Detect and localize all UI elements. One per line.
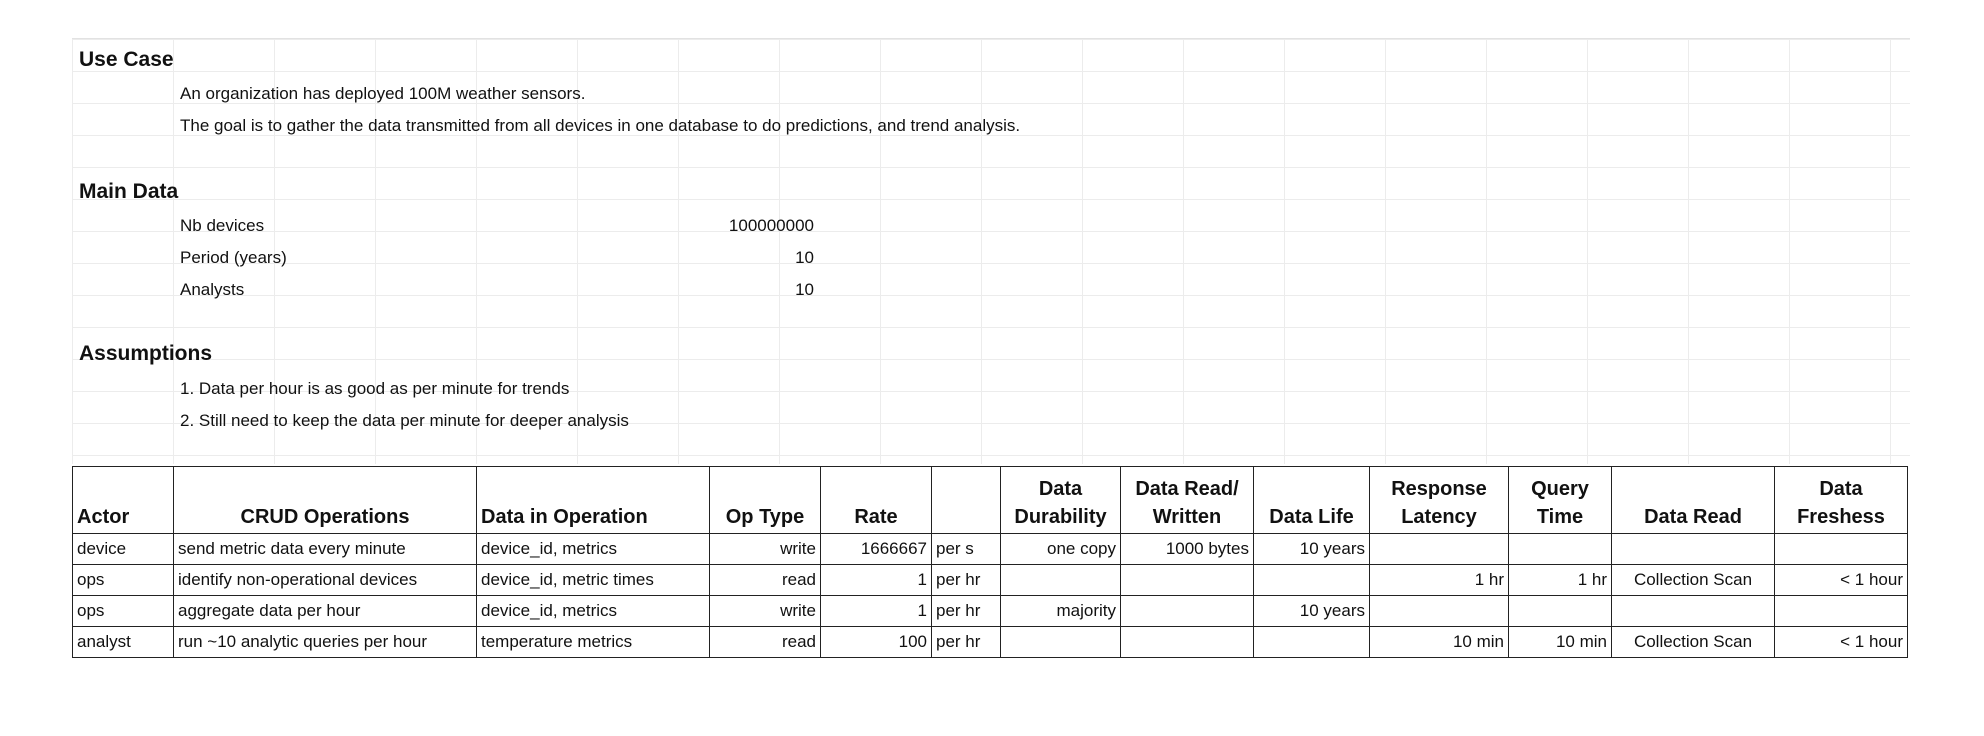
cell-data: device_id, metric times: [476, 564, 710, 596]
cell-op-type: read: [709, 626, 821, 658]
cell-read-written: [1120, 564, 1254, 596]
cell-query-time: 10 min: [1508, 626, 1612, 658]
header-read-written-2: Written: [1152, 506, 1222, 528]
use-case-line-1: An organization has deployed 100M weathe…: [180, 84, 586, 103]
cell-data-read: Collection Scan: [1611, 626, 1775, 658]
cell-rate: 1: [820, 595, 932, 627]
header-actor: Actor: [72, 466, 174, 534]
assumption-line-1: 1. Data per hour is as good as per minut…: [180, 379, 570, 398]
main-data-value-analysts: 10: [795, 280, 814, 299]
header-query-time-2: Time: [1536, 506, 1584, 528]
use-case-title: Use Case: [79, 48, 174, 71]
use-case-line-2: The goal is to gather the data transmitt…: [180, 116, 1021, 135]
cell-op-type: read: [709, 564, 821, 596]
cell-actor: analyst: [72, 626, 174, 658]
table-header-row: Actor CRUD Operations Data in Operation …: [72, 466, 1908, 534]
header-query-time-1: Query: [1531, 478, 1589, 500]
main-data-value-devices: 100000000: [728, 216, 814, 235]
cell-read-written: 1000 bytes: [1120, 533, 1254, 565]
cell-latency: [1369, 595, 1509, 627]
header-crud: CRUD Operations: [173, 466, 477, 534]
cell-durability: [1000, 626, 1121, 658]
cell-data-read: [1611, 533, 1775, 565]
cell-rate: 1: [820, 564, 932, 596]
cell-data: device_id, metrics: [476, 595, 710, 627]
header-freshness: Data Freshess: [1774, 466, 1908, 534]
header-durability: Data Durability: [1000, 466, 1121, 534]
cell-read-written: [1120, 626, 1254, 658]
main-data-value-period: 10: [795, 248, 814, 267]
cell-durability: [1000, 564, 1121, 596]
cell-data: device_id, metrics: [476, 533, 710, 565]
sheet-gridlines: [72, 38, 1910, 464]
cell-freshness: < 1 hour: [1774, 626, 1908, 658]
crud-operations-table: Actor CRUD Operations Data in Operation …: [72, 466, 1908, 658]
cell-data-life: [1253, 626, 1370, 658]
cell-query-time: 1 hr: [1508, 564, 1612, 596]
header-data-life: Data Life: [1253, 466, 1370, 534]
assumptions-title: Assumptions: [79, 342, 213, 365]
cell-latency: [1369, 533, 1509, 565]
cell-durability: majority: [1000, 595, 1121, 627]
cell-rate-unit: per hr: [931, 564, 1001, 596]
cell-query-time: [1508, 533, 1612, 565]
assumption-line-2: 2. Still need to keep the data per minut…: [180, 411, 629, 430]
header-op-type: Op Type: [709, 466, 821, 534]
table-row: device send metric data every minute dev…: [72, 533, 1908, 565]
cell-actor: ops: [72, 564, 174, 596]
header-durability-1: Data: [1038, 478, 1083, 500]
cell-rate: 1666667: [820, 533, 932, 565]
cell-data: temperature metrics: [476, 626, 710, 658]
cell-data-life: [1253, 564, 1370, 596]
header-query-time: Query Time: [1508, 466, 1612, 534]
header-freshness-2: Freshess: [1797, 506, 1885, 528]
main-data-label-devices: Nb devices: [180, 216, 265, 235]
header-rate: Rate: [820, 466, 932, 534]
header-rate-unit: [931, 466, 1001, 534]
header-freshness-1: Data: [1819, 478, 1863, 500]
table-row: ops identify non-operational devices dev…: [72, 564, 1908, 596]
header-latency: Response Latency: [1369, 466, 1509, 534]
main-data-label-analysts: Analysts: [180, 280, 245, 299]
cell-freshness: [1774, 533, 1908, 565]
cell-latency: 1 hr: [1369, 564, 1509, 596]
cell-freshness: < 1 hour: [1774, 564, 1908, 596]
cell-actor: ops: [72, 595, 174, 627]
header-latency-2: Latency: [1401, 506, 1477, 528]
cell-crud: run ~10 analytic queries per hour: [173, 626, 477, 658]
cell-crud: aggregate data per hour: [173, 595, 477, 627]
cell-freshness: [1774, 595, 1908, 627]
header-data-read: Data Read: [1611, 466, 1775, 534]
cell-durability: one copy: [1000, 533, 1121, 565]
header-latency-1: Response: [1391, 478, 1487, 500]
cell-data-read: Collection Scan: [1611, 564, 1775, 596]
cell-rate-unit: per s: [931, 533, 1001, 565]
main-data-label-period: Period (years): [180, 248, 287, 267]
cell-rate-unit: per hr: [931, 595, 1001, 627]
cell-crud: identify non-operational devices: [173, 564, 477, 596]
cell-rate-unit: per hr: [931, 626, 1001, 658]
cell-query-time: [1508, 595, 1612, 627]
header-data-in-operation: Data in Operation: [476, 466, 710, 534]
header-read-written: Data Read/Written: [1120, 466, 1254, 534]
table-row: ops aggregate data per hour device_id, m…: [72, 595, 1908, 627]
cell-data-read: [1611, 595, 1775, 627]
cell-actor: device: [72, 533, 174, 565]
cell-rate: 100: [820, 626, 932, 658]
cell-latency: 10 min: [1369, 626, 1509, 658]
cell-read-written: [1120, 595, 1254, 627]
header-read-written-1: Data Read/: [1135, 478, 1239, 500]
main-data-title: Main Data: [79, 180, 179, 203]
cell-op-type: write: [709, 533, 821, 565]
table-row: analyst run ~10 analytic queries per hou…: [72, 626, 1908, 658]
cell-data-life: 10 years: [1253, 595, 1370, 627]
cell-data-life: 10 years: [1253, 533, 1370, 565]
cell-crud: send metric data every minute: [173, 533, 477, 565]
header-durability-2: Durability: [1014, 506, 1107, 528]
cell-op-type: write: [709, 595, 821, 627]
